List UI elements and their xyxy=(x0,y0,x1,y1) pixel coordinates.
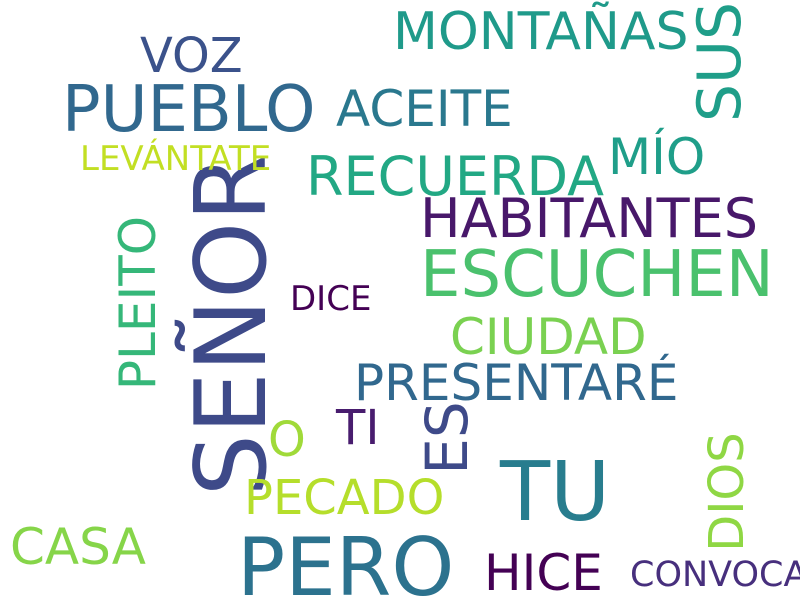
word-pleito: PLEITO xyxy=(109,215,167,391)
word-pero: PERO xyxy=(237,521,455,614)
word-mio: MÍO xyxy=(608,128,706,186)
word-pueblo: PUEBLO xyxy=(62,73,316,147)
word-recuerda: RECUERDA xyxy=(306,145,605,208)
word-montanas: MONTAÑAS xyxy=(393,2,689,62)
word-tu: TU xyxy=(500,445,611,540)
word-presentare: PRESENTARÉ xyxy=(354,354,679,412)
word-escuchen: ESCUCHEN xyxy=(420,238,774,312)
word-sus: SUS xyxy=(685,1,755,123)
word-dice: DICE xyxy=(290,279,372,319)
word-ti: TI xyxy=(336,400,380,456)
word-aceite: ACEITE xyxy=(336,80,513,138)
word-hice: HICE xyxy=(484,544,603,602)
word-habitantes: HABITANTES xyxy=(420,187,759,250)
word-pecado: PECADO xyxy=(244,470,445,526)
word-voz: VOZ xyxy=(140,28,243,84)
word-levantate: LEVÁNTATE xyxy=(80,139,272,179)
word-senor: SEÑOR xyxy=(175,153,289,497)
word-convoca: CONVOCA xyxy=(630,555,800,595)
word-ciudad: CIUDAD xyxy=(450,308,647,366)
word-cloud: SEÑOR PERO TU ESCUCHEN PUEBLO HABITANTES… xyxy=(10,1,800,608)
word-dios: DIOS xyxy=(699,432,755,552)
word-es: ES xyxy=(413,401,481,475)
word-casa: CASA xyxy=(10,518,146,576)
word-o: O xyxy=(268,412,306,468)
